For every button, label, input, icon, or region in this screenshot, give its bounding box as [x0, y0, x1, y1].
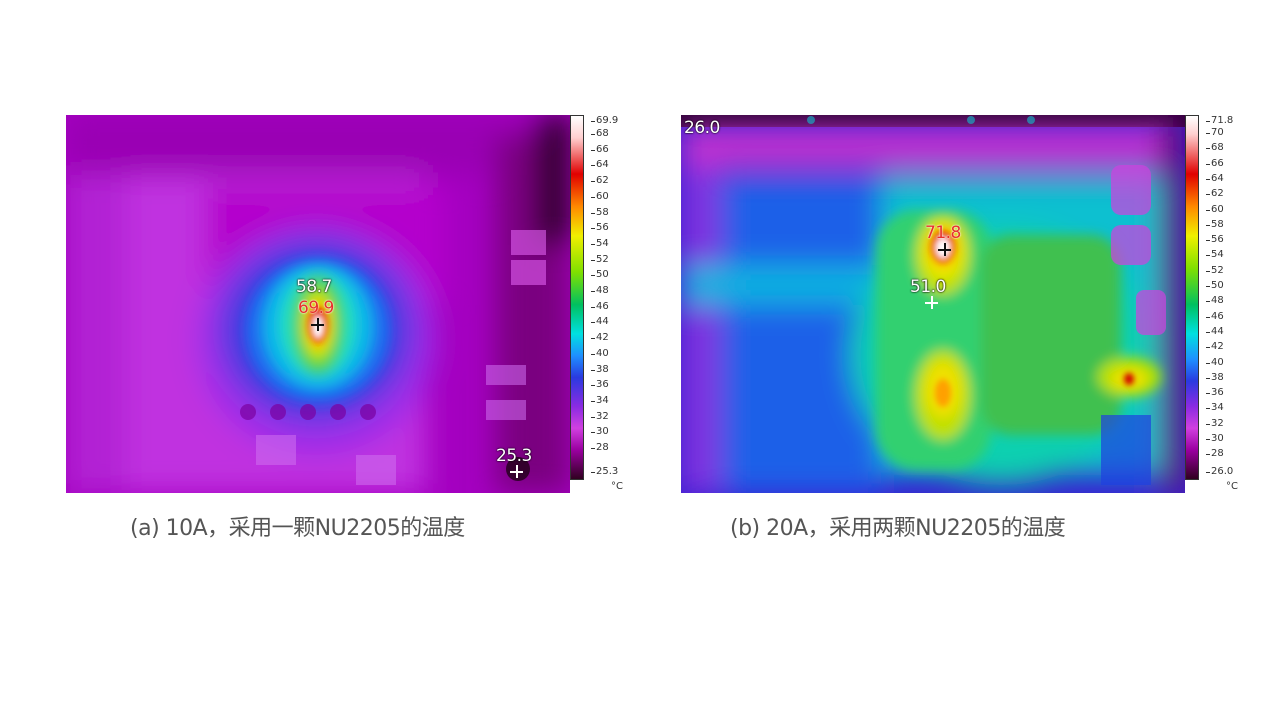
scale-max-a: 69.9: [590, 115, 619, 126]
scale-tick-a: 60: [591, 190, 609, 202]
scale-tick-a: 34: [591, 394, 609, 406]
scale-tick-b: 42: [1206, 341, 1224, 353]
scale-tick-b: 36: [1206, 387, 1224, 399]
crosshair-max-a: [311, 318, 324, 331]
scale-tick-a: 46: [591, 300, 609, 312]
readout-spot-b1: 51.0: [910, 277, 946, 297]
caption-a: (a) 10A，采用一颗NU2205的温度: [130, 516, 465, 541]
scale-tick-a: 64: [591, 159, 609, 171]
scale-tick-a: 38: [591, 363, 609, 375]
scale-tick-a: 32: [591, 410, 609, 422]
scale-tick-b: 68: [1206, 142, 1224, 154]
readout-min-a: 25.3: [496, 446, 532, 466]
readout-max-a: 69.9: [298, 298, 334, 318]
readout-spot-a1: 58.7: [296, 277, 332, 297]
scale-tick-b: 28: [1206, 448, 1224, 460]
scale-tick-a: 58: [591, 206, 609, 218]
scale-tick-b: 48: [1206, 295, 1224, 307]
scale-tick-a: 54: [591, 237, 609, 249]
scale-tick-a: 44: [591, 316, 609, 328]
scale-tick-b: 64: [1206, 172, 1224, 184]
scale-tick-a: 50: [591, 269, 609, 281]
scale-tick-a: 68: [591, 128, 609, 139]
scale-tick-b: 52: [1206, 264, 1224, 276]
scale-tick-b: 40: [1206, 356, 1224, 368]
scale-tick-b: 70: [1206, 127, 1224, 138]
crosshair-max-b: [938, 243, 951, 256]
thermal-scene-b: [681, 115, 1185, 493]
scale-tick-a: 30: [591, 426, 609, 438]
unit-label-b: °C: [1226, 481, 1238, 492]
scale-tick-b: 50: [1206, 280, 1224, 291]
scale-min-b: 26.0: [1205, 466, 1234, 477]
unit-label-a: °C: [611, 481, 623, 492]
scale-tick-b: 60: [1206, 203, 1224, 215]
scale-tick-b: 34: [1206, 402, 1224, 414]
scale-tick-a: 52: [591, 253, 609, 265]
scale-tick-b: 54: [1206, 249, 1224, 261]
readout-min-b: 26.0: [684, 118, 720, 138]
caption-b: (b) 20A，采用两颗NU2205的温度: [730, 516, 1066, 541]
scale-tick-a: 56: [591, 222, 609, 234]
scale-tick-a: 36: [591, 379, 609, 391]
crosshair-spot-b1: [925, 296, 938, 309]
thermal-image-b: [681, 115, 1185, 493]
scale-tick-b: 44: [1206, 325, 1224, 337]
color-scale-bar-a: [570, 115, 584, 480]
scale-tick-a: 62: [591, 175, 609, 187]
color-scale-bar-b: [1185, 115, 1199, 480]
scale-tick-a: 28: [591, 442, 609, 453]
scale-tick-b: 62: [1206, 188, 1224, 200]
scale-tick-b: 56: [1206, 234, 1224, 246]
scale-tick-b: 38: [1206, 371, 1224, 383]
scale-tick-a: 66: [591, 143, 609, 155]
scale-tick-b: 58: [1206, 218, 1224, 230]
scale-max-b: 71.8: [1205, 115, 1234, 126]
scale-tick-b: 66: [1206, 157, 1224, 169]
readout-max-b: 71.8: [925, 223, 961, 243]
scale-tick-b: 32: [1206, 417, 1224, 429]
scale-tick-a: 40: [591, 347, 609, 359]
scale-tick-a: 42: [591, 332, 609, 344]
scale-tick-b: 30: [1206, 433, 1224, 444]
crosshair-min-a: [510, 465, 523, 478]
scale-min-a: 25.3: [590, 466, 619, 477]
scale-tick-b: 46: [1206, 310, 1224, 322]
scale-tick-a: 48: [591, 285, 609, 296]
